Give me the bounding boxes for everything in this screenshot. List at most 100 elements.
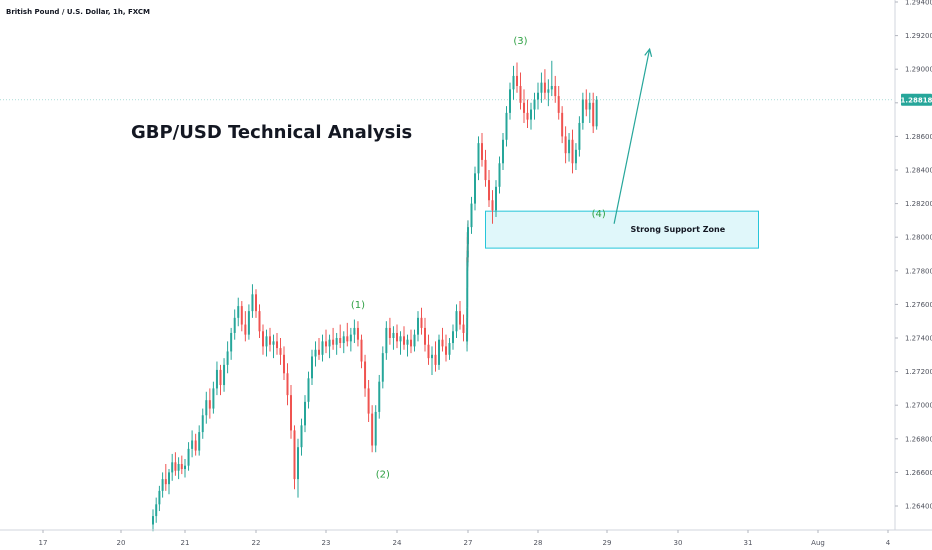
candle-body — [585, 99, 588, 110]
candle-body — [378, 381, 381, 412]
candle-body — [564, 136, 567, 154]
candle — [441, 327, 444, 352]
candle — [392, 326, 395, 350]
candle-body — [523, 102, 525, 113]
candle-body — [205, 400, 208, 416]
candle-body — [353, 327, 356, 335]
candle — [557, 86, 560, 120]
candle — [519, 72, 522, 110]
candle — [550, 60, 553, 97]
candle — [420, 307, 423, 335]
projection-arrow-line — [613, 48, 651, 224]
candle-body — [578, 122, 581, 150]
candle — [595, 96, 598, 130]
candle-body — [417, 317, 419, 335]
candle — [161, 472, 164, 498]
price-tick-label: 1.28200 — [905, 200, 932, 208]
candle — [530, 102, 532, 130]
candle-body — [198, 432, 201, 451]
candle-body — [318, 349, 320, 355]
candle — [311, 349, 313, 386]
candle — [318, 338, 320, 360]
candle-body — [194, 440, 197, 451]
candle-body — [526, 112, 529, 120]
candle — [474, 166, 476, 211]
candle — [215, 361, 218, 396]
candle — [276, 332, 278, 355]
time-axis[interactable]: 17 20 21 22 23 24 27 28 29 30 31 Aug 4 — [0, 529, 932, 547]
candle-body — [223, 364, 226, 386]
candle-body — [533, 99, 536, 110]
candle-body — [554, 86, 557, 97]
candle-body — [420, 317, 423, 328]
candle-body — [516, 75, 518, 86]
candle — [164, 464, 167, 491]
candle-body — [392, 332, 395, 338]
candle — [477, 136, 480, 181]
candle-body — [300, 425, 303, 448]
candle-body — [595, 99, 598, 127]
candle-body — [427, 344, 430, 359]
candle — [367, 380, 370, 422]
candle — [399, 331, 402, 355]
candle-body — [161, 479, 164, 491]
candle — [152, 509, 154, 532]
candle-body — [174, 462, 177, 471]
candle-body — [279, 348, 282, 355]
price-tick-label: 1.27800 — [905, 267, 932, 275]
candle — [578, 116, 581, 157]
candle-body — [293, 430, 296, 480]
candle — [502, 133, 504, 170]
candle — [283, 346, 285, 380]
candle-body — [240, 306, 243, 325]
candle — [523, 89, 525, 123]
price-tick-label: 1.29000 — [905, 66, 932, 74]
time-tick-label: Aug — [811, 539, 825, 547]
candle — [201, 408, 204, 439]
candle-body — [410, 339, 412, 347]
candle-body — [571, 139, 574, 164]
candle — [561, 106, 564, 144]
wave-label: (1) — [351, 300, 365, 311]
candle — [481, 133, 483, 167]
time-tick-label: 23 — [322, 539, 331, 547]
symbol-title: British Pound / U.S. Dollar, 1h, FXCM — [6, 8, 150, 16]
candle — [177, 457, 180, 480]
candle — [342, 331, 345, 354]
time-tick-label: 4 — [886, 539, 891, 547]
candle-body — [349, 334, 352, 342]
price-axis[interactable]: 1.294001.292001.290001.288001.286001.284… — [894, 0, 932, 530]
candle-body — [283, 354, 285, 374]
candle — [381, 346, 384, 389]
candle-body — [297, 447, 299, 480]
candle-body — [164, 479, 167, 485]
wave-label: (4) — [592, 209, 606, 220]
candle — [360, 334, 363, 369]
candle-body — [215, 369, 218, 389]
candle-body — [399, 336, 402, 342]
candle-body — [272, 341, 275, 345]
candle-body — [276, 341, 278, 349]
candle-body — [491, 200, 494, 211]
candle — [445, 334, 447, 362]
candle-body — [462, 324, 465, 333]
time-tick-label: 24 — [393, 539, 402, 547]
candle — [516, 62, 518, 93]
annotations: (1) (2) (3) (4) (5) — [351, 0, 653, 480]
time-tick-label: 30 — [674, 539, 683, 547]
candle — [455, 304, 458, 338]
candle-body — [550, 86, 553, 90]
candle — [540, 72, 543, 103]
candle-body — [171, 462, 174, 473]
candle-body — [505, 112, 508, 140]
candle-body — [168, 472, 170, 485]
candle — [585, 89, 588, 117]
candle — [251, 284, 254, 318]
candle — [588, 92, 591, 123]
candle — [223, 358, 226, 392]
candle-body — [233, 317, 236, 333]
candle-body — [381, 353, 384, 382]
candle-body — [258, 311, 261, 332]
